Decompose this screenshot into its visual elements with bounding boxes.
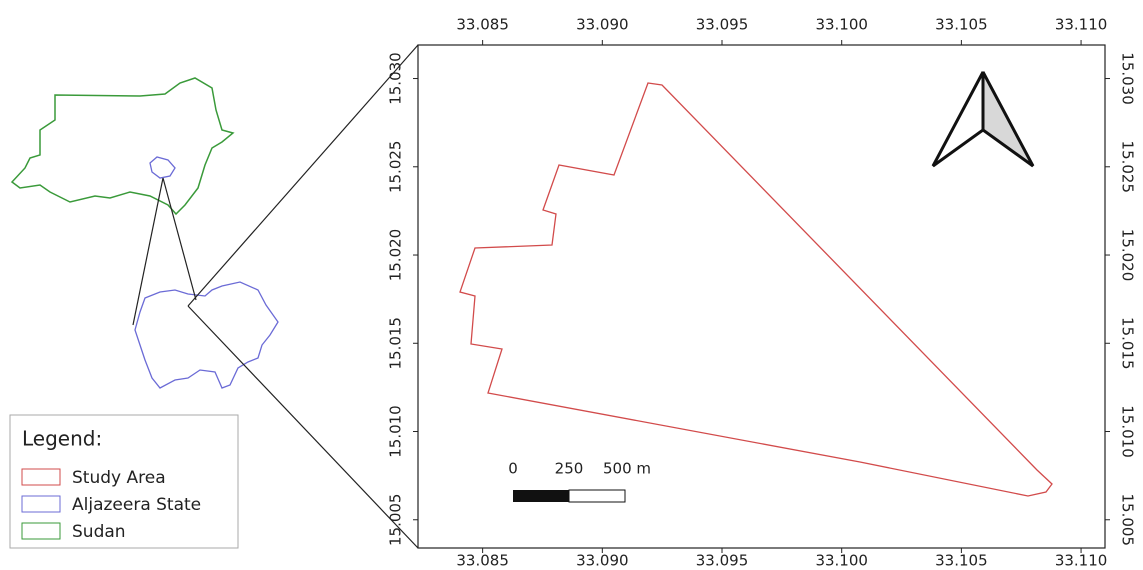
y-tick-label: 15.005 <box>1119 494 1137 547</box>
x-tick-label: 33.110 <box>1055 16 1108 34</box>
legend-item: Study Area <box>72 468 166 488</box>
study-area <box>459 82 1053 497</box>
x-tick-label: 33.085 <box>456 552 509 567</box>
state-outline <box>134 281 279 389</box>
x-tick-label: 33.100 <box>815 16 868 34</box>
x-tick-label: 33.095 <box>696 552 749 567</box>
y-tick-label: 15.030 <box>387 52 405 105</box>
scale-label: 0 <box>508 460 518 478</box>
y-tick-label: 15.025 <box>387 141 405 194</box>
x-tick-label: 33.090 <box>576 552 629 567</box>
connector-lines <box>132 44 419 549</box>
y-tick-label: 15.015 <box>387 317 405 370</box>
x-tick-label: 33.095 <box>696 16 749 34</box>
y-tick-label: 15.025 <box>1119 141 1137 194</box>
legend-item: Aljazeera State <box>72 495 201 515</box>
y-tick-label: 15.010 <box>1119 405 1137 458</box>
x-tick-label: 33.090 <box>576 16 629 34</box>
y-tick-label: 15.030 <box>1119 52 1137 105</box>
legend-item: Sudan <box>72 522 126 542</box>
y-tick-label: 15.020 <box>1119 229 1137 282</box>
x-tick-label: 33.105 <box>935 552 988 567</box>
scale-label: 500 m <box>603 460 651 478</box>
scale-bar: 0 250 500 m <box>508 460 651 503</box>
x-tick-label: 33.110 <box>1055 552 1108 567</box>
x-tick-label: 33.085 <box>456 16 509 34</box>
legend: Legend: Study Area Aljazeera State Sudan <box>9 414 239 549</box>
north-arrow <box>931 71 1035 168</box>
x-tick-label: 33.105 <box>935 16 988 34</box>
y-tick-label: 15.020 <box>387 229 405 282</box>
y-tick-label: 15.015 <box>1119 317 1137 370</box>
sudan-outline <box>10 77 235 216</box>
x-tick-label: 33.100 <box>815 552 868 567</box>
y-tick-label: 15.005 <box>387 494 405 547</box>
legend-title: Legend: <box>22 427 102 451</box>
scale-label: 250 <box>555 460 584 478</box>
state-outline-small <box>149 156 176 179</box>
y-tick-label: 15.010 <box>387 405 405 458</box>
